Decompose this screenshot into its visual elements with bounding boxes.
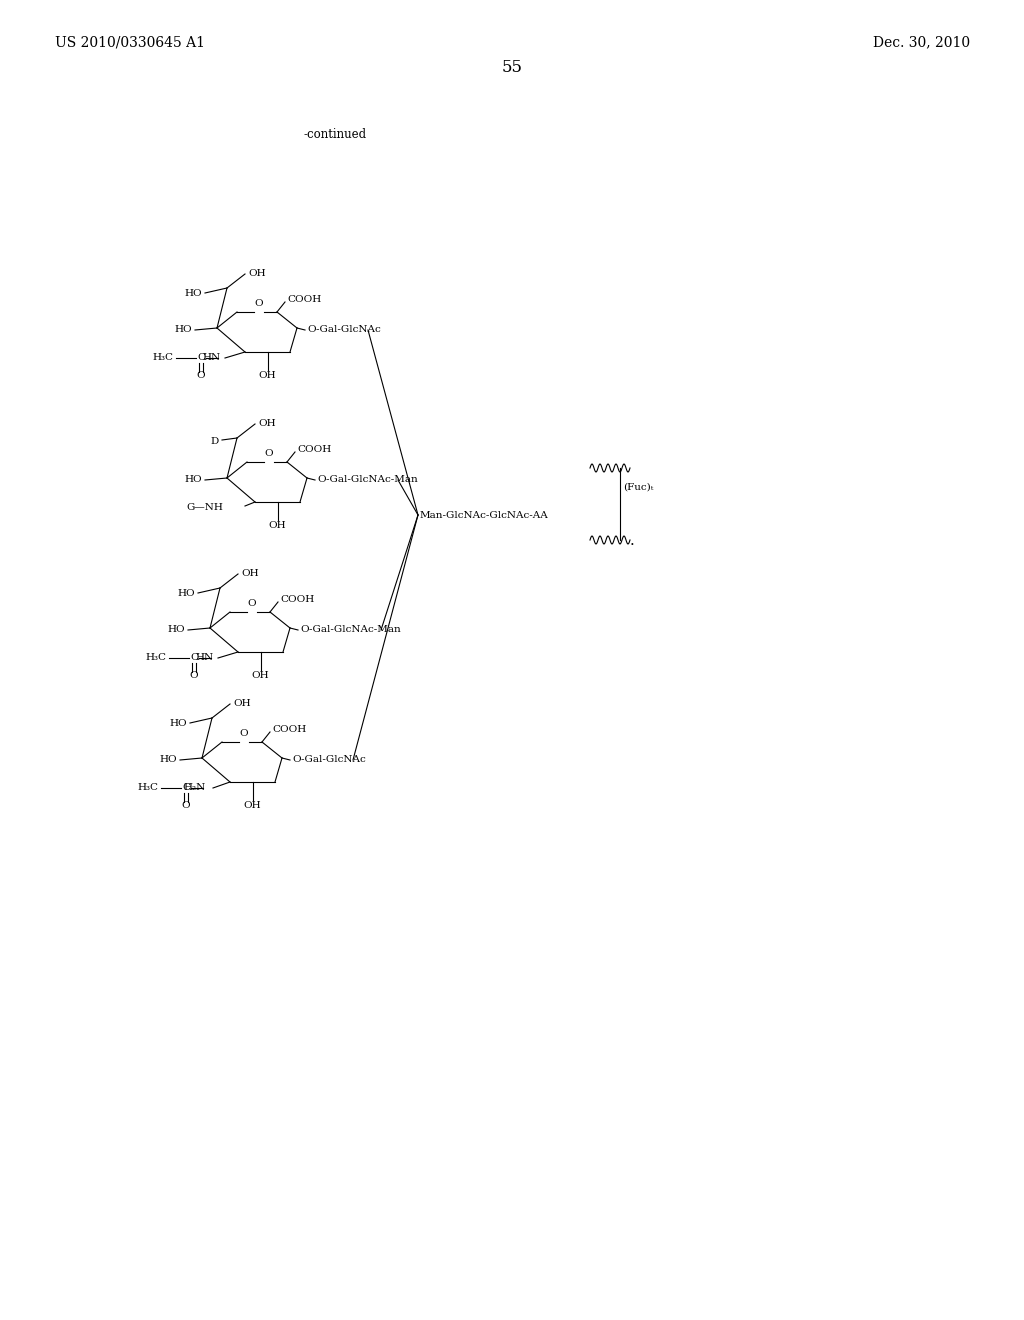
Text: COOH: COOH — [297, 446, 331, 454]
Text: H₃C: H₃C — [152, 354, 173, 363]
Text: OH: OH — [258, 420, 275, 429]
Text: OH: OH — [248, 269, 265, 279]
Text: HN: HN — [196, 653, 214, 663]
Text: US 2010/0330645 A1: US 2010/0330645 A1 — [55, 36, 205, 49]
Text: O-Gal-GlcNAc-Man: O-Gal-GlcNAc-Man — [317, 475, 418, 484]
Text: HO: HO — [169, 718, 187, 727]
Text: Man-GlcNAc-GlcNAc-AA: Man-GlcNAc-GlcNAc-AA — [420, 511, 549, 520]
Text: -continued: -continued — [303, 128, 367, 141]
Text: C: C — [197, 354, 205, 363]
Text: COOH: COOH — [280, 595, 314, 605]
Text: OH: OH — [252, 671, 269, 680]
Text: OH: OH — [244, 800, 261, 809]
Text: OH: OH — [241, 569, 259, 578]
Text: H₂N: H₂N — [183, 784, 206, 792]
Text: O: O — [240, 730, 248, 738]
Text: COOH: COOH — [287, 296, 322, 305]
Text: HO: HO — [167, 626, 185, 635]
Text: H₃C: H₃C — [145, 653, 166, 663]
Text: HN: HN — [203, 354, 221, 363]
Text: OH: OH — [259, 371, 276, 380]
Text: 55: 55 — [502, 59, 522, 77]
Text: O-Gal-GlcNAc-Man: O-Gal-GlcNAc-Man — [300, 626, 400, 635]
Text: (Fuc)ₜ: (Fuc)ₜ — [623, 483, 653, 491]
Text: Dec. 30, 2010: Dec. 30, 2010 — [872, 36, 970, 49]
Text: O-Gal-GlcNAc: O-Gal-GlcNAc — [292, 755, 366, 764]
Text: HO: HO — [177, 589, 195, 598]
Text: O-Gal-GlcNAc: O-Gal-GlcNAc — [307, 326, 381, 334]
Text: C: C — [182, 784, 190, 792]
Text: O: O — [248, 599, 256, 609]
Text: .: . — [630, 535, 635, 548]
Text: O: O — [197, 371, 206, 380]
Text: HO: HO — [184, 475, 202, 484]
Text: OH: OH — [268, 520, 287, 529]
Text: OH: OH — [233, 700, 251, 709]
Text: COOH: COOH — [272, 726, 306, 734]
Text: O: O — [255, 300, 263, 309]
Text: G—NH: G—NH — [186, 503, 223, 511]
Text: O: O — [189, 672, 199, 681]
Text: O: O — [264, 450, 273, 458]
Text: HO: HO — [160, 755, 177, 764]
Text: O: O — [181, 801, 190, 810]
Text: HO: HO — [174, 326, 193, 334]
Text: D: D — [211, 437, 219, 446]
Text: C: C — [190, 653, 198, 663]
Text: HO: HO — [184, 289, 202, 297]
Text: H₃C: H₃C — [137, 784, 158, 792]
